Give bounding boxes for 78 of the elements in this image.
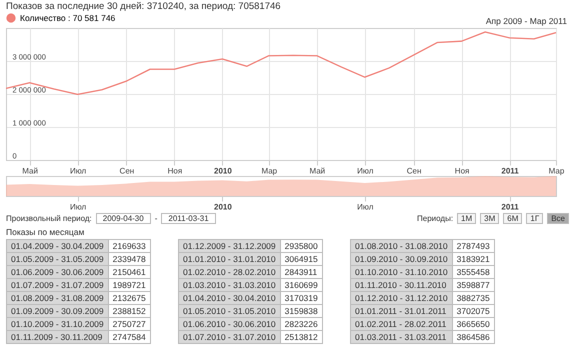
category-label: 01.05.2009 - 31.05.2009 bbox=[6, 252, 108, 266]
category-label: 01.06.2010 - 30.06.2010 bbox=[178, 318, 280, 330]
category-label: 01.11.2010 - 30.11.2010 bbox=[350, 278, 452, 292]
chart-title: Показов за последние 30 дней: 3710240, за период: 70581746 bbox=[6, 1, 281, 12]
category-label: 01.02.2011 - 28.02.2011 bbox=[350, 318, 452, 330]
date-field: 2011-03-31 bbox=[161, 213, 216, 224]
category-label: 01.12.2010 - 31.12.2010 bbox=[350, 292, 452, 304]
x-tick-label: Июл bbox=[357, 202, 374, 212]
data-label: 3170319 bbox=[280, 292, 322, 304]
data-label: 3598877 bbox=[452, 278, 494, 292]
period-button: 1Г bbox=[526, 213, 544, 224]
data-label: 3160699 bbox=[280, 278, 322, 292]
period-button: 6M bbox=[503, 213, 522, 224]
period-button: Все bbox=[547, 213, 569, 224]
data-label: 2823226 bbox=[280, 318, 322, 330]
text: - bbox=[154, 214, 158, 223]
category-label: 01.01.2010 - 31.01.2010 bbox=[178, 252, 280, 266]
category-label: 01.06.2009 - 30.06.2009 bbox=[6, 266, 108, 278]
data-label: 3864586 bbox=[452, 330, 494, 344]
data-label: 2150461 bbox=[108, 266, 150, 278]
data-label: 2843911 bbox=[280, 266, 322, 278]
data-label: 2388152 bbox=[108, 304, 150, 318]
category-label: 01.12.2009 - 31.12.2009 bbox=[178, 240, 280, 252]
data-label: 3064915 bbox=[280, 252, 322, 266]
data-label: 2747584 bbox=[108, 330, 150, 344]
text: Произвольный период: bbox=[6, 214, 92, 223]
x-tick-label: Ноя bbox=[454, 166, 470, 176]
date-field: 2009-04-30 bbox=[96, 213, 151, 224]
text: Показы по месяцам bbox=[6, 227, 84, 237]
x-tick-label: 2011 bbox=[501, 202, 520, 212]
category-label: 01.07.2010 - 31.07.2010 bbox=[178, 330, 280, 344]
data-label: 2513812 bbox=[280, 330, 322, 344]
category-label: 01.01.2011 - 31.01.2011 bbox=[350, 304, 452, 318]
x-tick-label: Сен bbox=[406, 166, 422, 176]
period-button: 3M bbox=[480, 213, 500, 224]
data-label: 2935800 bbox=[280, 240, 322, 252]
x-tick-label: 2010 bbox=[214, 202, 232, 212]
x-tick-label: Мар bbox=[261, 166, 278, 176]
x-tick-label: Май bbox=[309, 166, 326, 176]
data-label: 2132675 bbox=[108, 292, 150, 304]
period-button: 1M bbox=[457, 213, 476, 224]
category-label: 01.02.2010 - 28.02.2010 bbox=[178, 266, 280, 278]
data-label: 1989721 bbox=[108, 278, 150, 292]
category-label: 01.07.2009 - 31.07.2009 bbox=[6, 278, 108, 292]
category-label: 01.10.2010 - 31.10.2010 bbox=[350, 266, 452, 278]
x-tick-label: Май bbox=[22, 166, 38, 176]
x-tick-label: Июл bbox=[70, 202, 87, 212]
x-tick-label: 2010 bbox=[214, 166, 232, 176]
data-label: 3159838 bbox=[280, 304, 322, 318]
x-tick-label: 2011 bbox=[501, 166, 520, 176]
legend-label: Количество : 70 581 746 bbox=[20, 13, 116, 23]
data-label: 3555458 bbox=[452, 266, 494, 278]
category-label: 01.08.2010 - 31.08.2010 bbox=[350, 240, 452, 252]
x-tick-label: Мар bbox=[548, 166, 565, 176]
category-label: 01.03.2010 - 31.03.2010 bbox=[178, 278, 280, 292]
data-label: 3882735 bbox=[452, 292, 494, 304]
data-label: 3702075 bbox=[452, 304, 494, 318]
category-label: 01.04.2010 - 30.04.2010 bbox=[178, 292, 280, 304]
data-label: 3183921 bbox=[452, 252, 494, 266]
x-tick-label: Ноя bbox=[168, 166, 182, 176]
text: Периоды: bbox=[417, 214, 454, 223]
data-label: 2169633 bbox=[108, 240, 150, 252]
category-label: 01.05.2010 - 31.05.2010 bbox=[178, 304, 280, 318]
category-label: 01.03.2011 - 31.03.2011 bbox=[350, 330, 452, 344]
category-label: 01.09.2009 - 30.09.2009 bbox=[6, 304, 108, 318]
category-label: 01.08.2009 - 31.08.2009 bbox=[6, 292, 108, 304]
category-label: 01.04.2009 - 30.04.2009 bbox=[6, 240, 108, 252]
data-label: 2750727 bbox=[108, 318, 150, 330]
category-label: 01.11.2009 - 30.11.2009 bbox=[6, 330, 108, 344]
x-tick-label: Сен bbox=[120, 166, 134, 176]
x-tick-label: Июл bbox=[70, 166, 87, 176]
category-label: 01.10.2009 - 31.10.2009 bbox=[6, 318, 108, 330]
category-label: 01.09.2010 - 30.09.2010 bbox=[350, 252, 452, 266]
chart-subtitle: Апр 2009 - Мар 2011 bbox=[486, 16, 567, 26]
data-label: 3665650 bbox=[452, 318, 494, 330]
data-label: 2787493 bbox=[452, 240, 494, 252]
data-label: 2339478 bbox=[108, 252, 150, 266]
x-tick-label: Июл bbox=[357, 166, 374, 176]
